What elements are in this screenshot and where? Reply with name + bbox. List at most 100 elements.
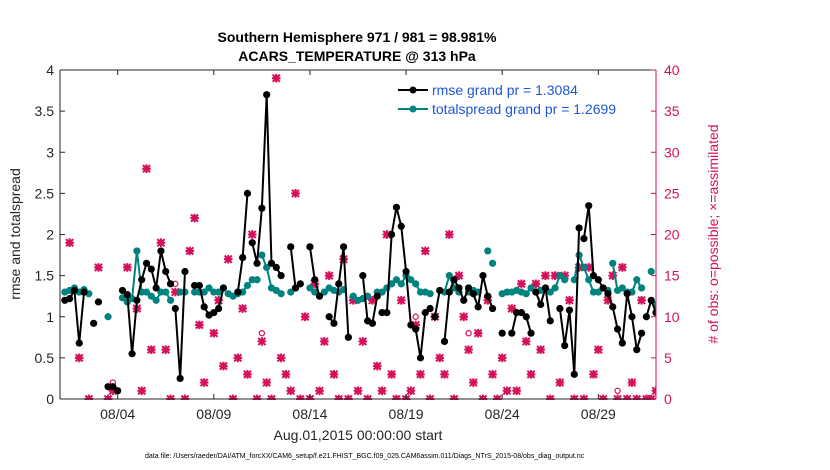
rmse-point [440,337,449,346]
obs-assimilated-point [142,164,151,174]
obs-assimilated-point [271,73,281,83]
rmse-point [166,280,175,288]
rmse-point [469,290,477,298]
y-tick-label: 1.5 [35,268,55,284]
rmse-point [527,329,535,337]
y-right-tick-label: 30 [664,144,680,160]
rmse-point [546,317,554,325]
obs-assimilated-point [108,386,118,396]
rmse-point [402,267,410,276]
obs-assimilated-point [281,370,291,379]
rmse-point [431,313,439,321]
rmse-point [162,267,170,276]
obs-assimilated-point [411,320,420,330]
obs-assimilated-point [531,279,541,289]
obs-assimilated-point [584,263,594,272]
rmse-point [133,296,141,304]
y-right-tick-label: 25 [664,185,680,201]
obs-assimilated-point [291,189,300,198]
obs-possible-point [614,387,621,394]
obs-assimilated-point [190,213,199,223]
rmse-point [325,313,333,321]
totalspread-point [133,247,141,255]
totalspread-point [320,288,328,296]
rmse-point [176,374,184,383]
rmse-point [599,284,607,292]
obs-assimilated-point [156,238,166,248]
y-tick-label: 0 [46,391,54,407]
rmse-point [556,304,564,313]
obs-assimilated-point [382,230,392,239]
totalspread-point [657,301,664,308]
totalspread-point [426,290,434,298]
rmse-point [152,284,160,292]
rmse-point [80,288,88,296]
obs-assimilated-point [324,271,334,280]
obs-assimilated-point [536,345,545,354]
obs-possible-point [465,330,472,337]
rmse-point [123,290,131,299]
rmse-point [604,290,612,298]
rmse-point [479,272,487,280]
rmse-point [315,292,324,300]
y-tick-label: 3.5 [35,103,55,119]
rmse-point [652,309,656,317]
obs-assimilated-point [469,378,478,387]
rmse-point [460,296,468,304]
rmse-point [258,204,266,212]
obs-assimilated-point [199,378,209,387]
rmse-point [287,243,295,251]
rmse-point [344,333,352,341]
rmse-point [373,292,381,300]
y-right-tick-label: 5 [664,350,672,366]
rmse-point [248,239,256,247]
x-tick-label: 08/29 [581,406,616,422]
obs-assimilated-point [315,386,324,396]
y-tick-label: 0.5 [35,350,55,366]
obs-assimilated-point [276,353,286,363]
rmse-point [474,303,482,311]
obs-assimilated-point [594,345,603,354]
rmse-point [90,319,98,327]
totalspread-point [205,284,213,292]
obs-assimilated-point [209,328,219,338]
y-right-tick-label: 35 [664,103,680,119]
obs-assimilated-point [454,271,464,280]
rmse-point [623,290,631,298]
obs-assimilated-point [372,361,382,371]
rmse-point [219,284,228,292]
obs-assimilated-point [122,263,132,272]
rmse-point [445,288,453,296]
totalspread-point [618,284,626,292]
rmse-point [647,296,655,304]
totalspread-point [215,288,223,296]
totalspread-point [633,276,641,284]
obs-assimilated-point [541,271,550,280]
obs-assimilated-point [320,337,329,346]
rmse-point [589,272,598,280]
x-tick-label: 08/19 [389,406,424,422]
totalspread-point [200,288,208,296]
rmse-point [66,295,74,303]
rmse-point [642,313,650,321]
obs-possible-point [412,313,419,320]
obs-assimilated-point [627,378,637,387]
totalspread-point [162,288,170,296]
rmse-point [94,298,103,306]
rmse-point [267,259,276,267]
obs-assimilated-point [171,287,180,297]
totalspread-point [311,288,319,296]
obs-assimilated-point [74,353,84,363]
totalspread-point [637,284,646,292]
totalspread-point [551,284,559,292]
obs-assimilated-point [147,345,156,354]
rmse-point [200,303,208,311]
y-tick-label: 4 [46,62,54,78]
x-tick-label: 08/04 [100,406,135,422]
obs-assimilated-point [555,378,565,387]
x-tick-label: 08/09 [196,406,231,422]
obs-assimilated-point [507,304,517,313]
obs-assimilated-point [262,378,271,387]
rmse-line [534,286,552,322]
rmse-point [114,387,122,395]
